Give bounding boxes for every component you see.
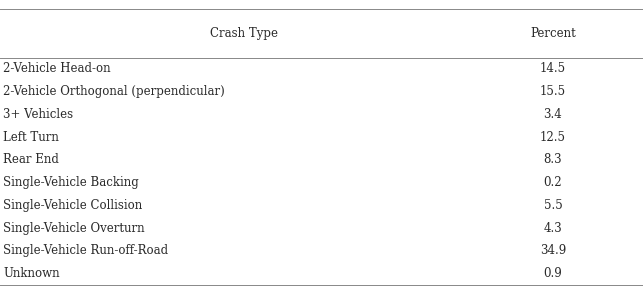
Text: 14.5: 14.5 — [540, 62, 566, 75]
Text: Rear End: Rear End — [3, 154, 59, 166]
Text: 0.9: 0.9 — [543, 267, 563, 280]
Text: 0.2: 0.2 — [544, 176, 562, 189]
Text: Crash Type: Crash Type — [210, 26, 278, 40]
Text: 2-Vehicle Head-on: 2-Vehicle Head-on — [3, 62, 111, 75]
Text: Single-Vehicle Backing: Single-Vehicle Backing — [3, 176, 139, 189]
Text: 2-Vehicle Orthogonal (perpendicular): 2-Vehicle Orthogonal (perpendicular) — [3, 85, 225, 98]
Text: 3.4: 3.4 — [543, 108, 563, 121]
Text: 5.5: 5.5 — [543, 199, 563, 212]
Text: Single-Vehicle Overturn: Single-Vehicle Overturn — [3, 222, 145, 235]
Text: Single-Vehicle Collision: Single-Vehicle Collision — [3, 199, 143, 212]
Text: Left Turn: Left Turn — [3, 131, 59, 144]
Text: 3+ Vehicles: 3+ Vehicles — [3, 108, 73, 121]
Text: Unknown: Unknown — [3, 267, 60, 280]
Text: 15.5: 15.5 — [540, 85, 566, 98]
Text: 4.3: 4.3 — [543, 222, 563, 235]
Text: 34.9: 34.9 — [540, 245, 566, 257]
Text: Single-Vehicle Run-off-Road: Single-Vehicle Run-off-Road — [3, 245, 168, 257]
Text: Percent: Percent — [530, 26, 576, 40]
Text: 12.5: 12.5 — [540, 131, 566, 144]
Text: 8.3: 8.3 — [544, 154, 562, 166]
